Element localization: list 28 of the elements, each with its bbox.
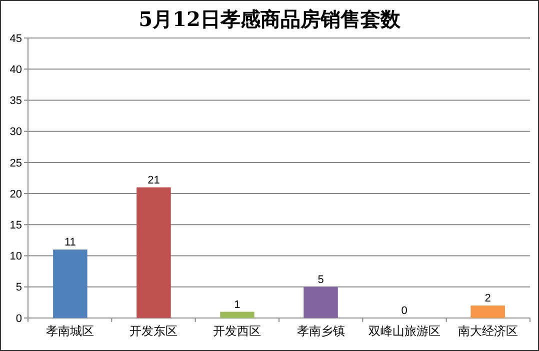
bar — [220, 312, 254, 318]
bar — [136, 187, 171, 318]
x-tick-label: 开发西区 — [213, 324, 262, 338]
y-tick-label: 35 — [10, 95, 22, 108]
data-label: 5 — [318, 274, 324, 286]
x-tick-label: 孝南乡镇 — [296, 324, 345, 338]
x-tick-label: 孝南城区 — [46, 324, 94, 338]
x-tick-label: 南大经济区 — [458, 324, 518, 338]
x-tick-label: 双峰山旅游区 — [368, 324, 440, 338]
y-tick-label: 15 — [10, 220, 22, 232]
y-tick-label: 20 — [10, 188, 22, 200]
x-tick-label: 开发东区 — [130, 324, 178, 338]
bar — [53, 250, 88, 318]
data-label: 1 — [234, 298, 240, 311]
y-tick-label: 10 — [10, 250, 22, 263]
chart-title: 5月12日孝感商品房销售套数 — [138, 7, 402, 31]
data-label: 21 — [148, 174, 160, 186]
bar — [304, 286, 338, 318]
y-tick-label: 0 — [16, 312, 22, 325]
y-tick-label: 45 — [10, 32, 22, 45]
bar — [470, 306, 505, 318]
y-tick-label: 5 — [16, 282, 22, 294]
y-tick-label: 40 — [10, 64, 22, 76]
y-tick-label: 25 — [10, 157, 22, 170]
data-label: 0 — [401, 305, 408, 317]
data-label: 2 — [484, 292, 491, 305]
data-label: 11 — [64, 236, 76, 249]
y-tick-label: 30 — [10, 126, 22, 138]
